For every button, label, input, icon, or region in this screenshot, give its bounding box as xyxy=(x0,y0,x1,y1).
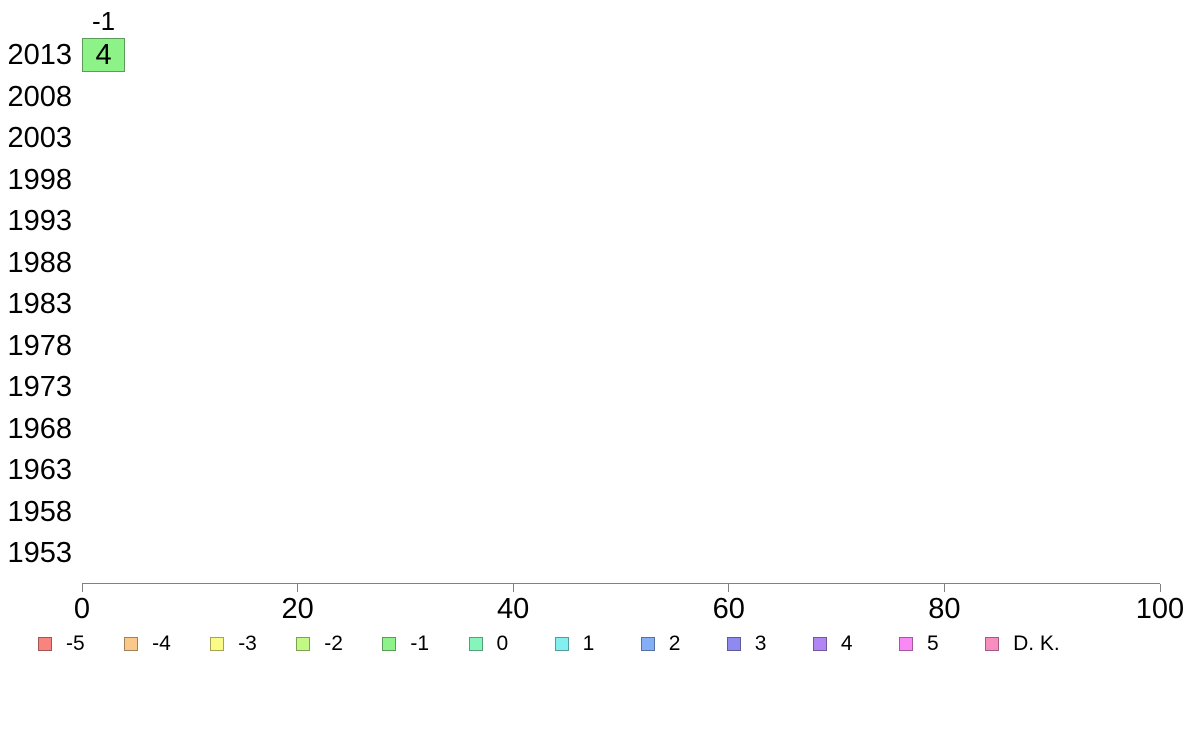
x-axis-tick-label: 40 xyxy=(497,593,530,625)
legend-swatch-icon xyxy=(640,637,655,651)
legend-label: 2 xyxy=(668,632,681,655)
legend-swatch-icon xyxy=(899,637,913,651)
y-axis-label: 1998 xyxy=(7,163,72,196)
y-axis-label: 1968 xyxy=(7,412,72,445)
legend-item: 2 xyxy=(640,632,680,655)
y-axis-label: 2003 xyxy=(7,122,72,154)
legend-swatch-icon xyxy=(812,637,827,651)
y-axis-label: 1983 xyxy=(7,288,72,320)
bar-segment: 4 xyxy=(82,38,126,72)
legend-swatch-icon xyxy=(726,637,741,651)
y-axis-label: 1993 xyxy=(7,205,72,237)
legend-label: 0 xyxy=(496,632,509,655)
legend-label: -2 xyxy=(324,632,343,655)
legend-swatch-icon xyxy=(382,637,397,651)
x-axis-tick-label: 60 xyxy=(712,593,745,625)
y-axis-label: 1963 xyxy=(7,454,72,486)
y-axis-label: 1978 xyxy=(7,329,72,362)
x-axis-tick-mark xyxy=(81,584,83,592)
legend-label: D. K. xyxy=(1013,632,1060,655)
legend-item: -4 xyxy=(124,632,171,655)
y-axis-label: 1953 xyxy=(7,537,72,569)
legend-swatch-icon xyxy=(210,637,225,651)
y-axis-label: 2008 xyxy=(7,80,72,113)
y-axis-label: 1988 xyxy=(7,246,72,279)
legend-item: -1 xyxy=(382,632,429,655)
legend-item: 0 xyxy=(468,632,508,655)
legend-swatch-icon xyxy=(468,637,483,651)
x-axis-tick-label: 0 xyxy=(73,593,91,625)
legend-swatch-icon xyxy=(554,637,569,651)
legend-label: 5 xyxy=(927,632,939,655)
legend-label: -5 xyxy=(66,632,85,655)
legend-label: 1 xyxy=(582,632,595,655)
legend-item: 1 xyxy=(554,632,594,655)
legend-swatch-icon xyxy=(985,637,1000,651)
x-axis-tick-mark xyxy=(512,584,514,592)
legend-label: -4 xyxy=(152,632,171,655)
legend-label: 4 xyxy=(840,632,853,655)
x-axis-tick-mark xyxy=(728,584,730,592)
y-axis-label: 1958 xyxy=(7,495,72,528)
y-axis-label: 1973 xyxy=(7,371,72,403)
legend-item: 5 xyxy=(899,632,939,655)
legend-item: -5 xyxy=(38,632,85,655)
legend-swatch-icon xyxy=(296,637,311,651)
x-axis-line xyxy=(82,583,1160,584)
legend-item: D. K. xyxy=(985,632,1060,655)
x-axis-tick-mark xyxy=(1159,584,1161,592)
legend-item: -2 xyxy=(296,632,343,655)
x-axis-tick-label: 100 xyxy=(1135,593,1185,625)
legend-label: -1 xyxy=(410,632,430,655)
legend-item: -3 xyxy=(210,632,257,655)
legend-label: 3 xyxy=(754,632,767,655)
legend-swatch-icon xyxy=(124,637,139,651)
x-axis-tick-mark xyxy=(943,584,945,592)
legend-swatch-icon xyxy=(38,637,52,651)
legend-item: 3 xyxy=(726,632,766,655)
legend-label: -3 xyxy=(238,632,257,655)
legend-item: 4 xyxy=(812,632,853,655)
x-axis-tick-label: 20 xyxy=(281,593,314,625)
y-axis-label: 2013 xyxy=(7,39,72,71)
bar-category-label: -1 xyxy=(91,6,116,36)
x-axis-tick-label: 80 xyxy=(928,593,961,625)
x-axis-tick-mark xyxy=(297,584,299,592)
